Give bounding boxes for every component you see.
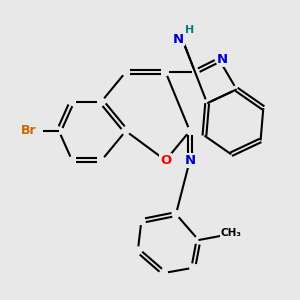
Text: N: N — [173, 33, 184, 46]
Text: H: H — [184, 26, 194, 35]
Text: CH₃: CH₃ — [221, 228, 242, 238]
Text: O: O — [160, 154, 171, 167]
Text: N: N — [184, 154, 195, 167]
Text: Br: Br — [21, 124, 37, 137]
Text: N: N — [217, 53, 228, 66]
